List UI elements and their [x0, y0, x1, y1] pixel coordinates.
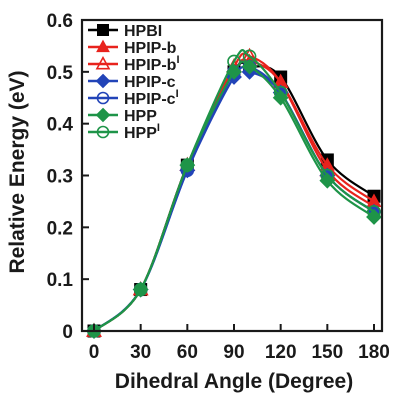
x-tick-label: 30 — [130, 342, 151, 363]
legend-marker — [98, 25, 109, 36]
legend-label: HPIP-c — [124, 74, 176, 91]
x-tick-label: 90 — [223, 342, 244, 363]
legend: HPBIHPIP-bHPIP-bIHPIP-cHPIP-cIHPPHPPI — [88, 23, 180, 142]
legend-entry: HPIP-c — [88, 74, 176, 91]
legend-label: HPIP-cI — [124, 88, 179, 108]
y-tick-label: 0.2 — [47, 218, 73, 239]
legend-label: HPBI — [124, 23, 162, 40]
legend-label-superscript: I — [176, 88, 179, 100]
legend-label-superscript: I — [176, 54, 179, 66]
legend-label-superscript: I — [157, 122, 160, 134]
x-tick-label: 150 — [311, 342, 343, 363]
legend-marker — [96, 74, 109, 87]
y-tick-label: 0 — [62, 322, 73, 343]
legend-entry: HPIP-b — [88, 40, 177, 57]
y-tick-label: 0.5 — [47, 63, 74, 84]
x-tick-label: 60 — [177, 342, 198, 363]
y-tick-label: 0.6 — [47, 11, 73, 32]
legend-label: HPIP-b — [124, 40, 177, 57]
legend-entry: HPBI — [88, 23, 162, 40]
x-tick-label: 120 — [265, 342, 297, 363]
legend-label: HPP — [124, 108, 157, 125]
legend-label: HPIP-bI — [124, 54, 180, 74]
y-tick-label: 0.1 — [47, 270, 74, 291]
legend-entry: HPP — [88, 108, 157, 125]
y-axis-title: Relative Energy (eV) — [6, 70, 29, 273]
y-tick-label: 0.4 — [47, 115, 74, 136]
legend-label: HPPI — [124, 122, 160, 142]
legend-entry: HPPI — [88, 122, 160, 142]
legend-entry: HPIP-cI — [88, 88, 179, 108]
x-tick-label: 180 — [358, 342, 390, 363]
x-axis-title: Dihedral Angle (Degree) — [115, 370, 353, 393]
y-tick-label: 0.3 — [47, 167, 73, 188]
legend-marker — [96, 108, 109, 121]
x-tick-label: 0 — [89, 342, 100, 363]
legend-entry: HPIP-bI — [88, 54, 180, 74]
